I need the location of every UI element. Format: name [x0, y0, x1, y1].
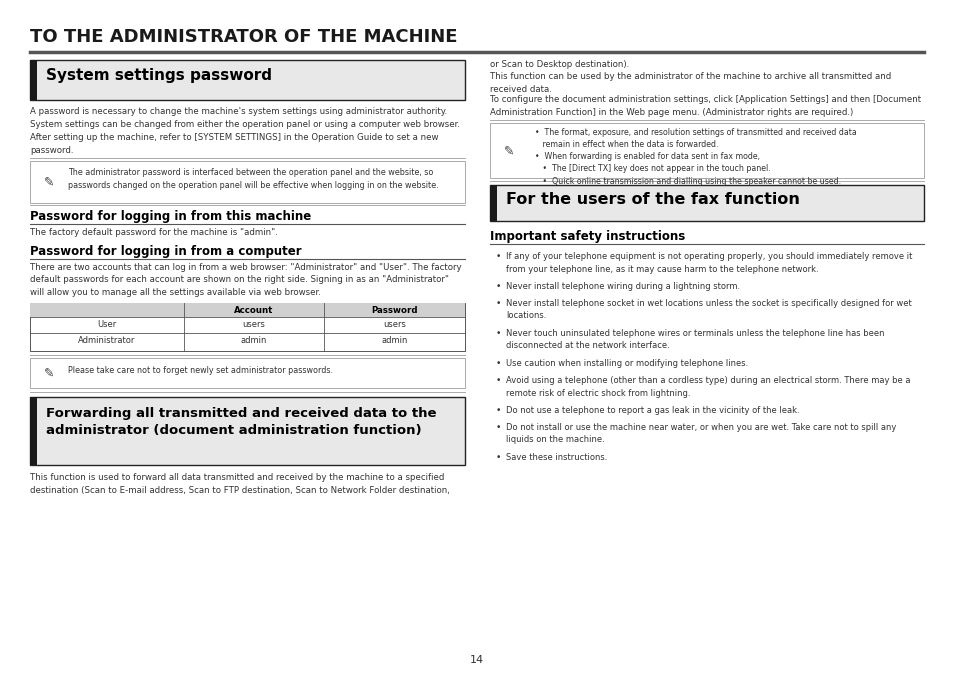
Bar — [30, 358, 464, 388]
Text: •: • — [496, 299, 501, 308]
Text: Save these instructions.: Save these instructions. — [505, 453, 607, 462]
Text: Do not install or use the machine near water, or when you are wet. Take care not: Do not install or use the machine near w… — [505, 423, 896, 445]
Text: ✎: ✎ — [44, 176, 54, 189]
Text: For the users of the fax function: For the users of the fax function — [505, 192, 799, 207]
Bar — [490, 185, 923, 221]
Text: •: • — [496, 453, 501, 462]
Text: Never install telephone wiring during a lightning storm.: Never install telephone wiring during a … — [505, 282, 740, 291]
Text: If any of your telephone equipment is not operating properly, you should immedia: If any of your telephone equipment is no… — [505, 252, 911, 273]
Text: This function can be used by the administrator of the machine to archive all tra: This function can be used by the adminis… — [490, 72, 890, 94]
Text: •: • — [496, 423, 501, 432]
Bar — [30, 303, 464, 351]
Text: •: • — [496, 329, 501, 338]
Text: A password is necessary to change the machine's system settings using administra: A password is necessary to change the ma… — [30, 107, 459, 155]
Bar — [30, 397, 37, 465]
Text: The factory default password for the machine is "admin".: The factory default password for the mac… — [30, 228, 277, 237]
Text: Account: Account — [234, 306, 274, 315]
Text: Password: Password — [371, 306, 417, 315]
Text: TO THE ADMINISTRATOR OF THE MACHINE: TO THE ADMINISTRATOR OF THE MACHINE — [30, 28, 457, 46]
Text: This function is used to forward all data transmitted and received by the machin: This function is used to forward all dat… — [30, 473, 450, 495]
Text: •: • — [496, 376, 501, 385]
Text: Never touch uninsulated telephone wires or terminals unless the telephone line h: Never touch uninsulated telephone wires … — [505, 329, 883, 350]
Text: There are two accounts that can log in from a web browser: "Administrator" and ": There are two accounts that can log in f… — [30, 263, 461, 297]
Text: ✎: ✎ — [44, 367, 54, 380]
Bar — [30, 303, 464, 317]
Text: Use caution when installing or modifying telephone lines.: Use caution when installing or modifying… — [505, 359, 747, 368]
Bar — [30, 60, 37, 100]
Text: 14: 14 — [470, 655, 483, 665]
Text: •: • — [496, 282, 501, 291]
Text: Forwarding all transmitted and received data to the
administrator (document admi: Forwarding all transmitted and received … — [46, 407, 436, 437]
Text: User: User — [97, 320, 116, 329]
Text: To configure the document administration settings, click [Application Settings] : To configure the document administration… — [490, 95, 921, 117]
Circle shape — [37, 170, 61, 194]
Bar — [30, 397, 464, 465]
Text: admin: admin — [240, 336, 267, 345]
Text: Never install telephone socket in wet locations unless the socket is specificall: Never install telephone socket in wet lo… — [505, 299, 911, 321]
Circle shape — [496, 138, 521, 164]
Text: •: • — [496, 406, 501, 415]
Text: Password for logging in from this machine: Password for logging in from this machin… — [30, 210, 311, 223]
Bar — [30, 60, 464, 100]
Text: •  The format, exposure, and resolution settings of transmitted and received dat: • The format, exposure, and resolution s… — [530, 128, 856, 186]
Text: Avoid using a telephone (other than a cordless type) during an electrical storm.: Avoid using a telephone (other than a co… — [505, 376, 909, 398]
Text: System settings password: System settings password — [46, 68, 272, 83]
Text: Please take care not to forget newly set administrator passwords.: Please take care not to forget newly set… — [68, 366, 333, 375]
Text: users: users — [383, 320, 406, 329]
Text: The administrator password is interfaced between the operation panel and the web: The administrator password is interfaced… — [68, 168, 438, 190]
Text: admin: admin — [381, 336, 407, 345]
Text: Administrator: Administrator — [78, 336, 135, 345]
Text: or Scan to Desktop destination).: or Scan to Desktop destination). — [490, 60, 629, 69]
Text: Do not use a telephone to report a gas leak in the vicinity of the leak.: Do not use a telephone to report a gas l… — [505, 406, 799, 415]
Text: Password for logging in from a computer: Password for logging in from a computer — [30, 245, 301, 258]
Text: ✎: ✎ — [503, 145, 514, 158]
Bar — [490, 123, 923, 178]
Bar — [30, 161, 464, 203]
Text: Important safety instructions: Important safety instructions — [490, 230, 684, 243]
Text: •: • — [496, 252, 501, 261]
Circle shape — [37, 361, 61, 385]
Bar — [490, 185, 497, 221]
Text: users: users — [242, 320, 265, 329]
Text: •: • — [496, 359, 501, 368]
